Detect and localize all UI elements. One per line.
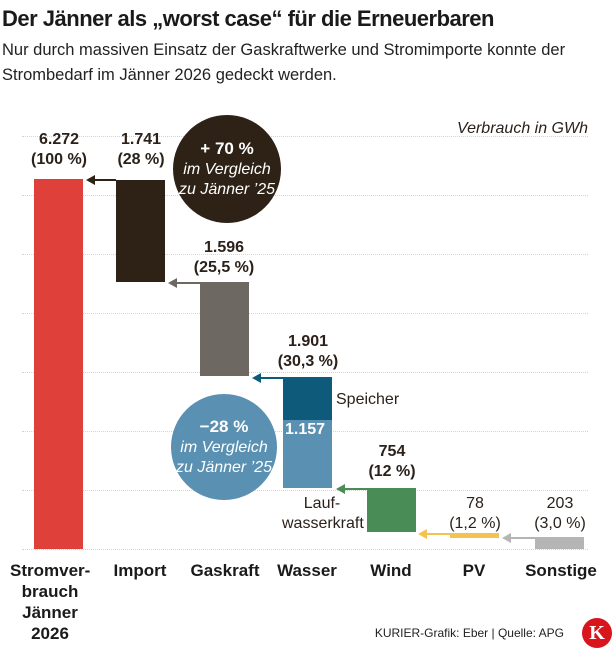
gridline [22, 136, 588, 137]
gridline [22, 549, 588, 550]
bar-gaskraft [200, 282, 249, 376]
unit-label: Verbrauch in GWh [456, 120, 588, 137]
gridline [22, 490, 588, 491]
label-laufwasserkraft: Lauf- wasserkraft [282, 495, 364, 532]
category-pv: PV [462, 561, 486, 580]
category-sonstige: Sonstige [525, 561, 597, 580]
category-stromverbrauch: Stromver- brauch Jänner 2026 [10, 561, 91, 643]
chart-title: Der Jänner als „worst case“ für die Erne… [2, 6, 494, 31]
gridline [22, 313, 588, 314]
value-wind: 754 (12 %) [368, 443, 416, 480]
value-laufwasser: 1.157 [285, 421, 326, 438]
category-import: Import [113, 561, 167, 580]
category-wasser: Wasser [277, 561, 337, 580]
source-credit: KURIER-Grafik: Eber | Quelle: APG [374, 626, 564, 640]
bar-pv [450, 533, 499, 538]
category-gaskraft: Gaskraft [190, 561, 260, 580]
bar-wasser-speicher [283, 377, 332, 420]
value-gaskraft: 1.596 (25,5 %) [193, 239, 255, 276]
chart-subtitle: Nur durch massiven Einsatz der Gaskraftw… [2, 41, 566, 84]
kurier-logo: K [582, 618, 612, 648]
bar-sonstige [535, 537, 584, 549]
arrow-wasser [252, 373, 283, 383]
arrow-gaskraft [168, 278, 200, 288]
value-pv: 78 (1,2 %) [449, 495, 501, 532]
bar-wasser-laufwasser [283, 420, 332, 488]
gridline [22, 254, 588, 255]
bar-import [116, 180, 165, 282]
gridline [22, 372, 588, 373]
category-wind: Wind [370, 561, 412, 580]
value-stromverbrauch: 6.272 (100 %) [30, 131, 88, 168]
bubble-import: + 70 % im Vergleich zu Jänner ’25 [173, 115, 281, 223]
arrow-wind [336, 484, 367, 494]
value-import: 1.741 (28 %) [117, 131, 165, 168]
bubble-wasser: −28 % im Vergleich zu Jänner ’25 [171, 394, 277, 500]
arrow-pv [418, 529, 450, 539]
gridline [22, 195, 588, 196]
value-wasser: 1.901 (30,3 %) [277, 333, 339, 370]
arrow-import [86, 175, 116, 185]
arrow-sonstige [502, 533, 535, 543]
bar-wind [367, 488, 416, 532]
bar-stromverbrauch [34, 179, 83, 549]
label-speicher: Speicher [336, 391, 400, 408]
value-sonstige: 203 (3,0 %) [534, 495, 586, 532]
